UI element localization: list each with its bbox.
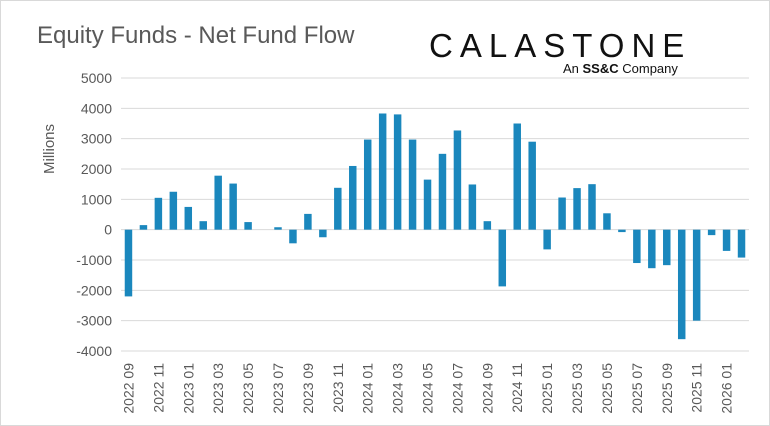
bar: [543, 229, 551, 250]
logo-tagline-bold: SS&C: [582, 61, 619, 76]
x-tick-label: 2025 03: [569, 363, 585, 414]
bar: [124, 229, 133, 297]
bar: [513, 123, 521, 230]
y-tick-label: 1000: [81, 191, 112, 207]
bar: [663, 229, 671, 266]
x-tick-label: 2024 09: [479, 363, 495, 414]
bar: [154, 197, 163, 230]
y-tick-label: 0: [104, 222, 112, 238]
bar: [633, 229, 641, 264]
x-tick-label: 2023 05: [240, 363, 256, 414]
x-tick-label: 2025 01: [539, 363, 555, 414]
bar: [229, 183, 237, 230]
bar: [184, 206, 193, 230]
x-tick-label: 2025 09: [659, 363, 675, 414]
bar: [573, 188, 581, 230]
bar: [304, 213, 312, 230]
bar: [618, 229, 626, 233]
x-tick-label: 2024 11: [509, 363, 525, 413]
bar: [169, 191, 178, 230]
bar: [423, 179, 432, 230]
x-tick-label: 2026 01: [719, 363, 735, 414]
bar: [319, 229, 327, 238]
logo-tagline-prefix: An: [563, 61, 583, 76]
x-tick-label: 2023 09: [300, 363, 316, 414]
y-tick-label: 3000: [81, 131, 112, 147]
y-tick-label: -2000: [76, 282, 112, 298]
bar: [393, 114, 402, 230]
bar: [648, 229, 656, 269]
chart-title: Equity Funds - Net Fund Flow: [37, 22, 355, 49]
bar: [289, 229, 297, 244]
bar-series: [124, 113, 746, 340]
x-tick-label: 2024 05: [420, 363, 436, 414]
logo-tagline-suffix: Company: [618, 61, 678, 76]
x-tick-label: 2024 03: [390, 363, 406, 414]
bar: [214, 175, 222, 230]
y-axis-label: Millions: [41, 124, 58, 174]
bar: [349, 165, 357, 230]
x-tick-label: 2024 07: [449, 363, 465, 414]
bar: [363, 139, 372, 230]
x-tick-label: 2023 03: [210, 363, 226, 414]
bar: [274, 227, 282, 230]
bar: [244, 222, 252, 230]
x-tick-label: 2023 07: [270, 363, 286, 414]
bar: [498, 229, 507, 287]
x-tick-label: 2025 05: [599, 363, 615, 414]
logo-wordmark: CALASTONE: [429, 27, 692, 64]
calastone-logo: CALASTONE An SS&C Company: [429, 27, 719, 79]
y-tick-label: 4000: [81, 100, 112, 116]
gridlines: [121, 77, 749, 352]
bar: [438, 153, 447, 230]
bar: [408, 139, 417, 230]
x-axis-ticks: 2022 09 2022 11 2023 01 2023 03 2023 05 2023 …: [120, 363, 734, 414]
bar: [558, 197, 566, 230]
y-tick-label: 5000: [81, 70, 112, 86]
x-tick-label: 2025 07: [629, 363, 645, 414]
bar: [199, 221, 207, 230]
x-tick-label: 2024 01: [360, 363, 376, 414]
y-tick-label: -4000: [76, 343, 112, 359]
x-tick-label: 2023 11: [330, 363, 346, 413]
x-tick-label: 2025 11: [689, 363, 705, 413]
bar: [677, 229, 686, 340]
y-tick-label: -1000: [76, 252, 112, 268]
bar: [588, 184, 596, 230]
y-tick-label: 2000: [81, 161, 112, 177]
x-tick-label: 2023 01: [180, 363, 196, 414]
bar: [468, 184, 477, 230]
bar: [483, 221, 492, 230]
x-tick-label: 2022 09: [120, 363, 136, 414]
bar: [603, 213, 611, 230]
bar: [378, 113, 387, 230]
bar: [707, 229, 716, 236]
bar: [334, 187, 342, 230]
bar: [453, 130, 462, 230]
y-tick-label: -3000: [76, 313, 112, 329]
y-axis-ticks: 5000 4000 3000 2000 1000 0 -1000 -2000 -3000 -400…: [76, 70, 112, 359]
logo-tagline: An SS&C Company: [563, 61, 678, 76]
x-tick-label: 2022 11: [150, 363, 166, 413]
bar: [692, 229, 701, 321]
bar: [139, 225, 148, 230]
bar: [722, 229, 731, 251]
bar: [528, 141, 536, 230]
bar: [737, 229, 746, 258]
